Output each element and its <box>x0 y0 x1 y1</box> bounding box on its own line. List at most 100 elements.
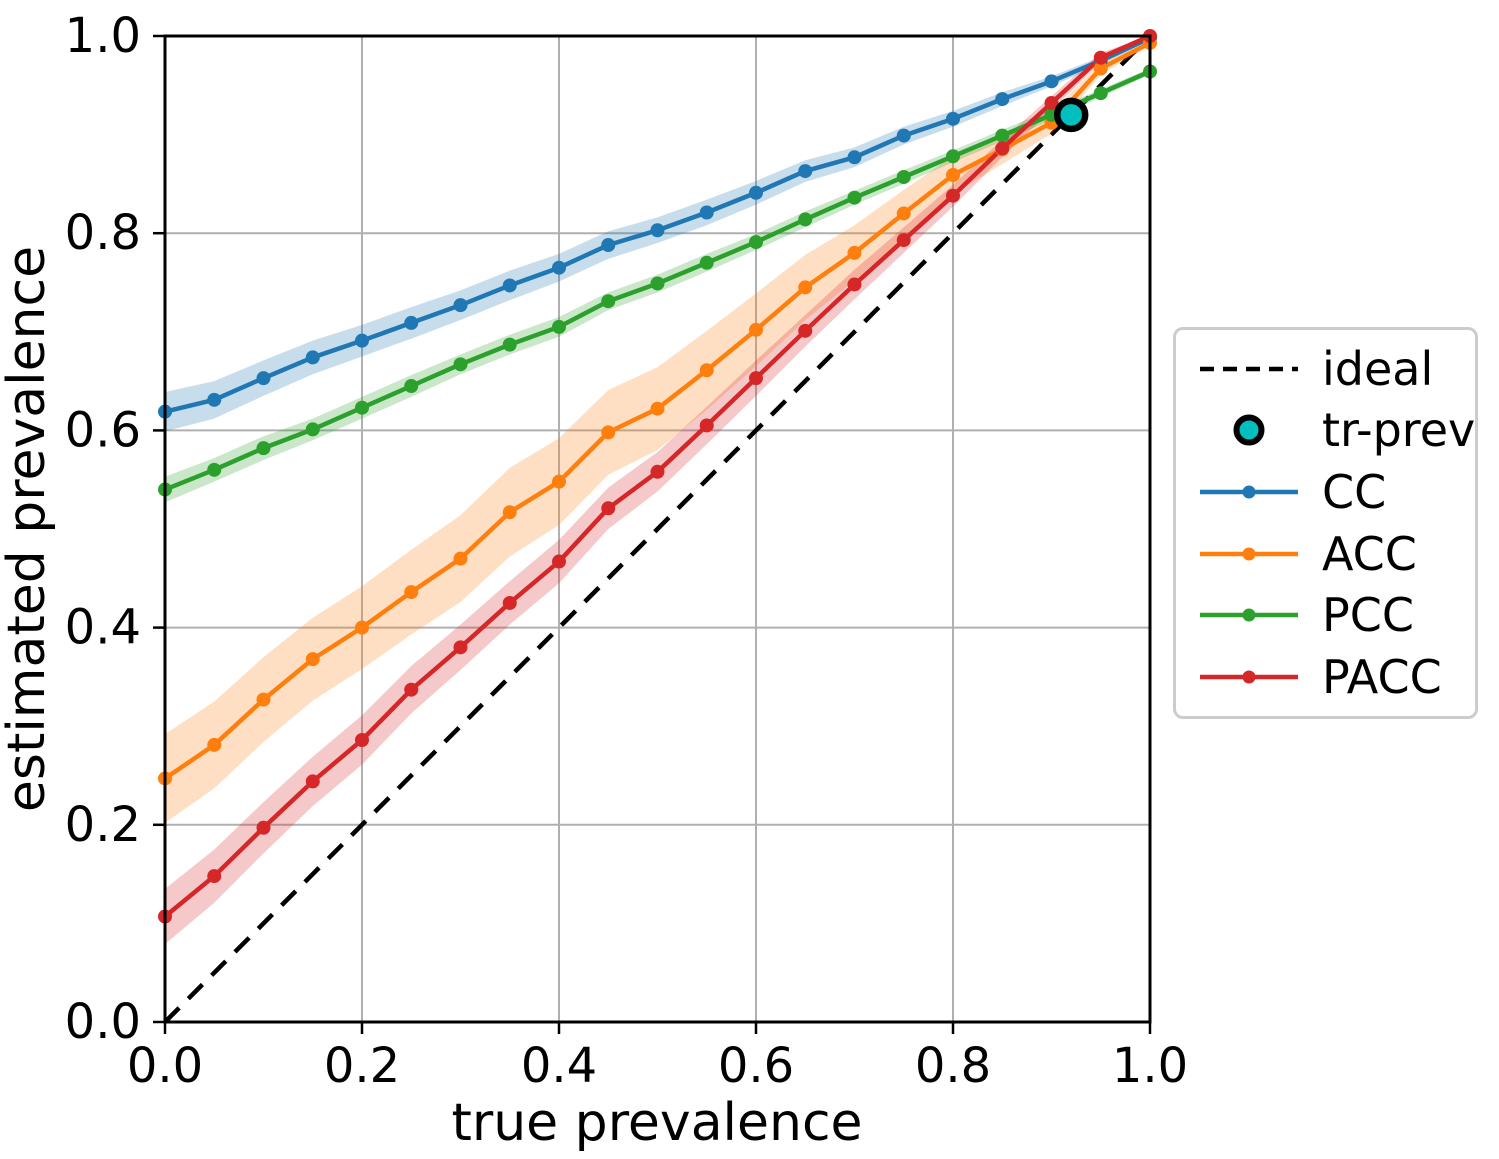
acc-marker <box>896 206 911 221</box>
pcc-marker <box>946 149 960 164</box>
legend-sample-pcc <box>1200 608 1298 622</box>
tr-prev-marker-group <box>1053 97 1089 133</box>
cc-marker <box>207 392 222 407</box>
legend: ideal tr-prev CC ACC PCC PACC <box>1173 327 1478 719</box>
pacc-marker <box>552 554 566 569</box>
cc-marker <box>946 111 960 126</box>
pcc-marker <box>207 462 222 477</box>
pacc-marker <box>207 869 222 884</box>
cc-marker <box>552 260 566 275</box>
pacc-marker <box>305 774 320 789</box>
acc-marker <box>847 245 862 260</box>
legend-entry-pcc: PCC <box>1190 586 1475 644</box>
axes-spines <box>163 34 1152 1024</box>
axis-ticks-and-labels: 0.0 0.2 0.4 0.6 0.8 1.0 0.0 0.2 0.4 0.6 0.8 1.0 <box>65 8 1189 1094</box>
cc-marker <box>896 128 911 143</box>
pacc-marker <box>798 323 813 338</box>
cc-marker <box>256 371 271 386</box>
confidence-bands <box>165 36 1150 945</box>
legend-entry-ideal: ideal <box>1190 340 1475 398</box>
cc-marker <box>355 333 369 348</box>
pcc-marker <box>749 235 763 250</box>
pcc-marker <box>502 337 517 352</box>
acc-marker <box>946 168 960 183</box>
pacc-marker <box>453 640 468 655</box>
x-tick-label: 0.8 <box>915 1038 991 1094</box>
legend-entry-pacc: PACC <box>1190 648 1475 706</box>
acc-marker <box>355 620 369 635</box>
pcc-marker <box>355 400 369 415</box>
pcc-marker <box>995 128 1010 143</box>
cc-marker <box>847 150 862 165</box>
cc-marker <box>1044 74 1059 89</box>
pcc-marker <box>453 357 468 372</box>
pcc-marker <box>305 422 320 437</box>
pacc-confidence-band <box>165 36 1150 945</box>
legend-entry-cc: CC <box>1190 463 1475 521</box>
acc-marker <box>207 737 222 752</box>
ideal-diagonal-line <box>163 34 1152 1024</box>
cc-marker <box>502 278 517 293</box>
y-axis-label: estimated prevalence <box>0 246 57 812</box>
cc-sample-marker <box>1242 485 1256 499</box>
pacc-marker <box>995 141 1010 156</box>
pcc-marker <box>699 255 714 270</box>
y-tick-label: 0.8 <box>65 205 141 261</box>
legend-sample-tr-prev <box>1233 414 1265 446</box>
acc-marker <box>699 363 714 378</box>
pacc-marker <box>749 371 763 386</box>
pacc-marker <box>404 682 419 697</box>
cc-marker <box>798 164 813 179</box>
legend-label: PACC <box>1322 650 1442 705</box>
x-tick-label: 0.6 <box>718 1038 794 1094</box>
legend-entry-acc: ACC <box>1190 525 1475 583</box>
x-tick-label: 0.0 <box>127 1038 203 1094</box>
ideal-line <box>163 34 1152 1024</box>
y-tick-label: 0.4 <box>65 600 141 656</box>
y-tick-label: 0.2 <box>65 797 141 853</box>
legend-label: tr-prev <box>1322 403 1476 458</box>
x-axis-label: true prevalence <box>451 1093 862 1153</box>
series-markers <box>158 29 1157 924</box>
y-tick-label: 0.0 <box>65 994 141 1050</box>
y-tick-label: 1.0 <box>65 8 141 64</box>
legend-sample-cc <box>1200 485 1298 499</box>
acc-marker <box>256 692 271 707</box>
acc-sample-marker <box>1242 547 1256 561</box>
legend-label: PCC <box>1322 588 1414 643</box>
acc-marker <box>1093 61 1108 76</box>
cc-marker <box>699 205 714 220</box>
x-tick-label: 0.4 <box>521 1038 597 1094</box>
pacc-marker <box>1044 96 1059 111</box>
pcc-marker <box>1093 86 1108 101</box>
pcc-marker <box>601 294 616 309</box>
acc-marker <box>650 401 665 416</box>
legend-sample-acc <box>1200 547 1298 561</box>
pacc-marker <box>1093 50 1108 65</box>
pacc-marker <box>601 501 616 516</box>
pacc-marker <box>896 233 911 248</box>
legend-label: ACC <box>1322 526 1417 581</box>
x-tick-label: 0.2 <box>324 1038 400 1094</box>
legend-label: CC <box>1322 465 1387 520</box>
cc-marker <box>601 238 616 253</box>
legend-sample-pacc <box>1200 670 1298 684</box>
acc-marker <box>502 505 517 520</box>
cc-marker <box>305 350 320 365</box>
pacc-marker <box>847 277 862 292</box>
plot-border <box>163 34 1152 1024</box>
pacc-marker <box>355 733 369 748</box>
acc-marker <box>404 585 419 600</box>
legend-entry-tr-prev: tr-prev <box>1190 401 1475 459</box>
pacc-marker <box>650 464 665 479</box>
pcc-marker <box>896 169 911 184</box>
acc-marker <box>453 551 468 566</box>
cc-marker <box>650 223 665 238</box>
y-tick-label: 0.6 <box>65 402 141 458</box>
pacc-marker <box>699 418 714 433</box>
pcc-marker <box>650 276 665 291</box>
pacc-sample-marker <box>1242 670 1256 684</box>
pcc-sample-marker <box>1242 608 1256 622</box>
